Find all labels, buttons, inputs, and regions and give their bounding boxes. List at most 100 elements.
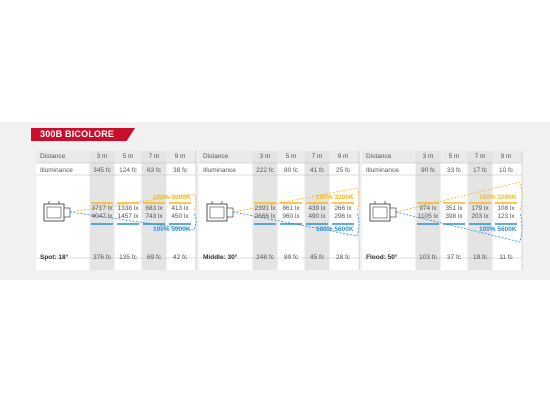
tag-5600k: 100% 5600K bbox=[153, 226, 191, 233]
beam-diagram-flood bbox=[362, 151, 523, 270]
beam-edge-fc-2: 45 fc bbox=[309, 254, 325, 261]
lux-5600k-3: 296 lx bbox=[334, 213, 352, 220]
beam-table-flood: Distance Illuminance 3 m 5 m 7 m 9 m 90 fc 33 f… bbox=[362, 151, 523, 270]
distance-label: Distance bbox=[203, 153, 229, 160]
beam-5600k-outline bbox=[232, 211, 360, 237]
illuminance-fc-3: 38 fc bbox=[172, 167, 188, 174]
beam-diagram-middle bbox=[199, 151, 360, 270]
lux-5600k-1: 960 lx bbox=[282, 213, 300, 220]
illuminance-fc-3: 10 fc bbox=[498, 167, 514, 174]
lux-5600k-0: 1105 lx bbox=[417, 213, 439, 220]
fixture-lens bbox=[46, 206, 62, 219]
beam-angle-label: Spot: 18° bbox=[40, 254, 69, 261]
lux-3200k-1: 1338 lx bbox=[117, 205, 139, 212]
distance-1: 5 m bbox=[122, 153, 134, 160]
column-shade-7m bbox=[141, 151, 167, 270]
beam-5600k-outline bbox=[69, 211, 197, 231]
beam-edge-fc-1: 89 fc bbox=[283, 254, 299, 261]
lux-3200k-0: 974 lx bbox=[419, 205, 437, 212]
beam-edge-fc-0: 248 fc bbox=[256, 254, 274, 261]
beam-edge-fc-1: 135 fc bbox=[119, 254, 137, 261]
lux-5600k-1: 1457 lx bbox=[117, 213, 139, 220]
fixture-lens bbox=[209, 206, 225, 219]
beam-edge-fc-0: 376 fc bbox=[93, 254, 111, 261]
fixture-head bbox=[63, 207, 71, 218]
distance-1: 5 m bbox=[448, 153, 460, 160]
column-shade-3m bbox=[415, 151, 441, 270]
lux-3200k-0: 3717 lx bbox=[91, 205, 113, 212]
lux-3200k-2: 439 lx bbox=[308, 205, 326, 212]
beam-3200k-outline bbox=[69, 193, 197, 213]
distance-3: 9 m bbox=[500, 153, 512, 160]
fixture-head bbox=[226, 207, 234, 218]
column-shade-7m bbox=[467, 151, 493, 270]
tag-5600k: 100% 5600K bbox=[479, 226, 517, 233]
lux-3200k-2: 683 lx bbox=[145, 205, 163, 212]
illuminance-fc-2: 17 fc bbox=[472, 167, 488, 174]
column-shade-3m bbox=[89, 151, 115, 270]
beam-5600k-outline bbox=[395, 211, 523, 243]
lux-5600k-0: 4047 lx bbox=[91, 213, 113, 220]
beam-edge-fc-3: 28 fc bbox=[335, 254, 351, 261]
lux-3200k-1: 351 lx bbox=[445, 205, 463, 212]
fixture-head bbox=[389, 207, 397, 218]
lux-5600k-0: 2666 lx bbox=[254, 213, 276, 220]
light-fixture-icon bbox=[43, 201, 71, 222]
lux-5600k-1: 398 lx bbox=[445, 213, 463, 220]
illuminance-fc-1: 124 fc bbox=[119, 167, 137, 174]
illuminance-fc-0: 90 fc bbox=[420, 167, 436, 174]
lux-5600k-2: 743 lx bbox=[145, 213, 163, 220]
distance-1: 5 m bbox=[285, 153, 297, 160]
distance-0: 3 m bbox=[422, 153, 434, 160]
beam-table-spot: Distance Illuminance 3 m 5 m 7 m 9 m 345 fc 124… bbox=[36, 151, 197, 270]
illuminance-fc-3: 25 fc bbox=[335, 167, 351, 174]
beam-angle-label: Middle: 30° bbox=[203, 254, 238, 261]
beam-edge-fc-1: 37 fc bbox=[446, 254, 462, 261]
distance-3: 9 m bbox=[174, 153, 186, 160]
beam-edge-fc-2: 19 fc bbox=[472, 254, 488, 261]
distance-0: 3 m bbox=[96, 153, 108, 160]
illuminance-fc-1: 33 fc bbox=[446, 167, 462, 174]
lux-3200k-0: 2391 lx bbox=[254, 205, 276, 212]
beam-3200k-outline bbox=[395, 181, 523, 213]
distance-0: 3 m bbox=[259, 153, 271, 160]
lux-3200k-1: 861 lx bbox=[282, 205, 300, 212]
column-shade-7m bbox=[304, 151, 330, 270]
tag-3200k: 100% 3200K bbox=[479, 194, 517, 201]
illuminance-fc-2: 63 fc bbox=[146, 167, 162, 174]
lux-3200k-3: 108 lx bbox=[497, 205, 515, 212]
distance-label: Distance bbox=[40, 153, 66, 160]
beam-edge-fc-3: 11 fc bbox=[499, 254, 513, 261]
illuminance-fc-0: 345 fc bbox=[93, 167, 111, 174]
product-title-badge: 300B BICOLORE bbox=[31, 128, 135, 141]
lux-5600k-2: 203 lx bbox=[471, 213, 489, 220]
illuminance-fc-2: 41 fc bbox=[309, 167, 325, 174]
distance-2: 7 m bbox=[148, 153, 160, 160]
tag-3200k: 100% 3200K bbox=[316, 194, 354, 201]
lux-5600k-3: 450 lx bbox=[171, 213, 189, 220]
distance-2: 7 m bbox=[311, 153, 323, 160]
beam-edge-fc-0: 103 fc bbox=[419, 254, 437, 261]
distance-label: Distance bbox=[366, 153, 392, 160]
lux-3200k-2: 179 lx bbox=[471, 205, 489, 212]
illuminance-fc-1: 80 fc bbox=[283, 167, 299, 174]
beam-3200k-outline bbox=[232, 187, 360, 213]
beam-edge-fc-3: 42 fc bbox=[172, 254, 188, 261]
tag-5600k: 100% 5600K bbox=[316, 226, 354, 233]
tag-3200k: 100% 3200K bbox=[153, 194, 191, 201]
lux-5600k-2: 490 lx bbox=[308, 213, 326, 220]
lux-5600k-3: 123 lx bbox=[497, 213, 515, 220]
illuminance-fc-0: 222 fc bbox=[256, 167, 274, 174]
illuminance-label: Illuminance bbox=[203, 167, 236, 174]
fixture-lens bbox=[372, 206, 388, 219]
column-shade-3m bbox=[252, 151, 278, 270]
lux-3200k-3: 266 lx bbox=[334, 205, 352, 212]
illuminance-label: Illuminance bbox=[40, 167, 73, 174]
distance-2: 7 m bbox=[474, 153, 486, 160]
light-fixture-icon bbox=[369, 201, 397, 222]
lux-3200k-3: 413 lx bbox=[171, 205, 189, 212]
light-fixture-icon bbox=[206, 201, 234, 222]
beam-table-middle: Distance Illuminance 3 m 5 m 7 m 9 m 222 fc 80 … bbox=[199, 151, 360, 270]
beam-diagram-spot bbox=[36, 151, 197, 270]
illuminance-label: Illuminance bbox=[366, 167, 399, 174]
